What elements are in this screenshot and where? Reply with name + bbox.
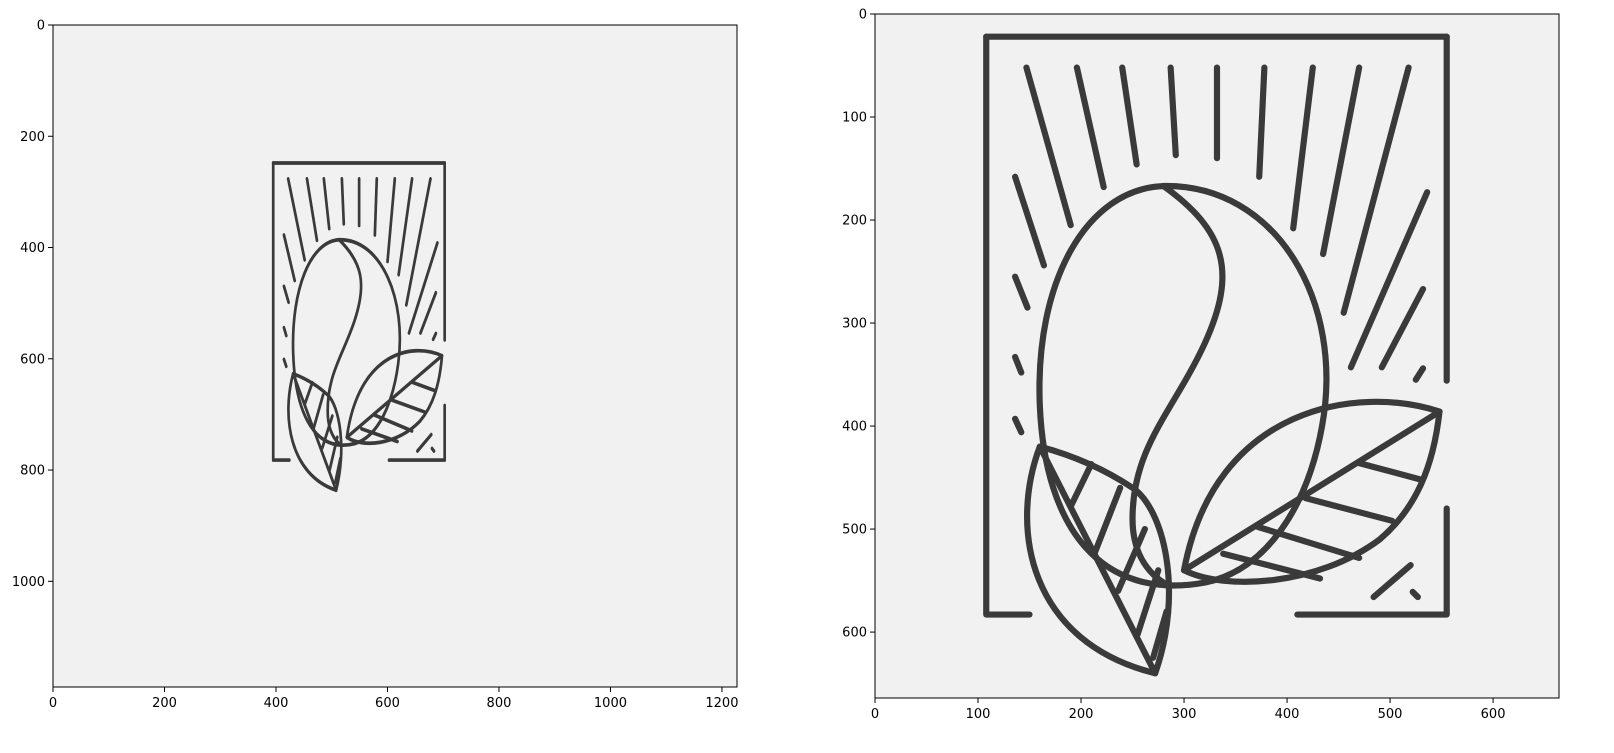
right-panel: 0 100 200 300 400 500 600 0 100 200 300 400 500 600 [842,8,1560,723]
y-tick-label: 200 [842,214,867,229]
x-tick-label: 300 [1172,707,1197,722]
y-tick-label: 300 [842,317,867,332]
x-tick-label: 600 [1481,707,1506,722]
left-panel: 0 200 400 600 800 1000 1200 0 200 400 600 800 1000 [12,19,739,712]
x-tick-label: 0 [49,696,57,711]
y-tick-label: 600 [842,626,867,641]
x-tick-label: 800 [487,696,512,711]
x-tick-label: 1000 [594,696,627,711]
x-tick-label: 400 [264,696,289,711]
y-tick-label: 0 [37,19,45,34]
y-tick-label: 600 [20,352,45,367]
left-axes-frame [52,24,738,688]
left-ticks: 0 200 400 600 800 1000 1200 0 200 400 600 800 1000 [12,19,739,712]
y-tick-label: 200 [20,130,45,145]
right-ticks: 0 100 200 300 400 500 600 0 100 200 300 400 500 600 [842,8,1505,723]
right-axes-frame [874,13,1560,699]
y-tick-label: 800 [20,464,45,479]
x-tick-label: 0 [871,707,879,722]
x-tick-label: 1200 [705,696,738,711]
x-tick-label: 100 [966,707,991,722]
x-tick-label: 200 [1069,707,1094,722]
y-tick-label: 100 [842,111,867,126]
x-tick-label: 500 [1378,707,1403,722]
y-tick-label: 1000 [12,575,45,590]
y-tick-label: 500 [842,523,867,538]
y-tick-label: 400 [20,241,45,256]
x-tick-label: 400 [1275,707,1300,722]
x-tick-label: 600 [375,696,400,711]
x-tick-label: 200 [152,696,177,711]
y-tick-label: 400 [842,420,867,435]
y-tick-label: 0 [859,8,867,23]
